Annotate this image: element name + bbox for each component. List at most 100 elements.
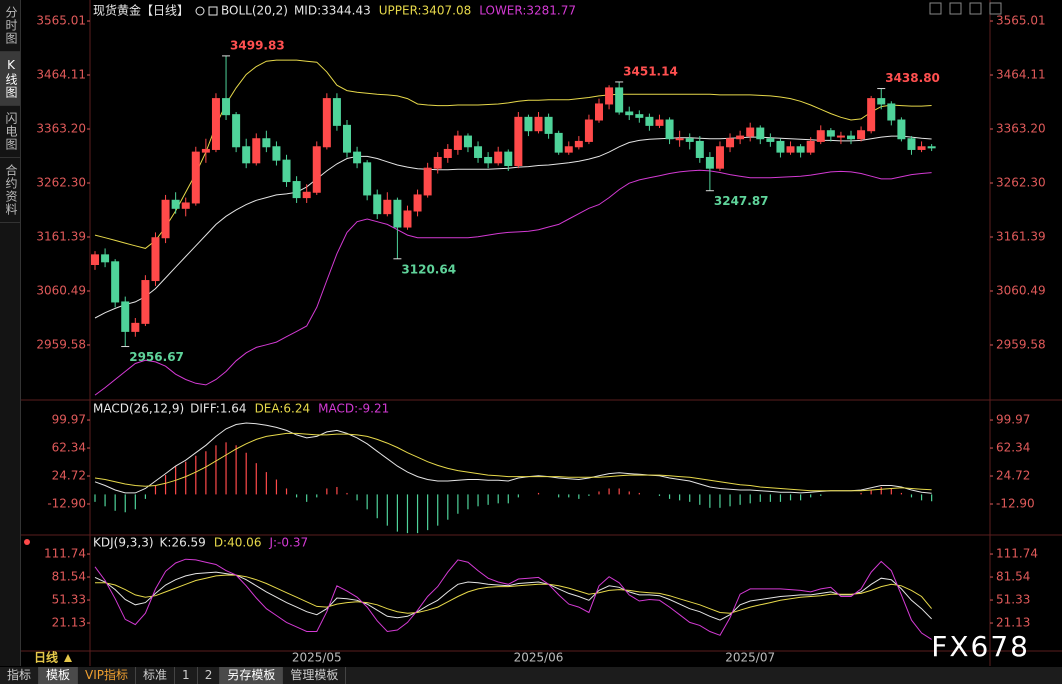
y-tick-label-right: 3464.11 [996,68,1046,82]
candle-body [363,162,372,196]
candle-body [534,116,543,132]
y-tick-label-right: 3262.30 [996,175,1046,189]
candle-body [715,146,724,169]
candle-body [816,130,825,142]
candle-body [756,127,765,140]
candle-body [897,119,906,140]
tool-icon[interactable] [949,2,962,15]
candle-body [151,237,160,282]
candle-body [877,98,886,105]
period-label[interactable]: 日线 [34,650,58,665]
panel-title: KDJ(9,3,3) [93,536,154,550]
y-tick-label: 3464.11 [36,68,86,82]
y-tick-label-right: 3363.20 [996,122,1046,136]
x-tick-label: 2025/07 [725,651,775,665]
y-tick-label-right: 51.33 [996,593,1030,607]
candle-body [433,156,442,169]
candle-body [695,140,704,158]
toolbar-button[interactable]: 1 [175,667,198,684]
candle-body [312,146,321,193]
legend-entry: MID:3344.43 [294,4,371,18]
y-tick-label-right: 111.74 [996,547,1038,561]
chart: 日线 FX678 3565.01 3565.01 3464.11 3464.11 336… [20,0,1062,666]
candle-body [665,119,674,140]
candle-body [504,151,513,166]
candle-body [766,138,775,142]
extreme-label: 3120.64 [401,262,456,276]
toolbar-button[interactable]: 2 [198,667,221,684]
candle-body [595,103,603,121]
y-tick-label-right: 3565.01 [996,14,1046,28]
candle-body [343,124,351,153]
tool-icon[interactable] [969,2,982,15]
candle-body [705,156,714,169]
tool-icon[interactable] [989,2,1002,15]
side-tab[interactable]: 合约资料 [0,158,20,223]
candle-body [736,135,745,140]
candle-body [453,135,462,150]
y-tick-label: 3161.39 [36,229,86,243]
candle-body [564,146,573,153]
candle-body [373,194,382,215]
toolbar-button[interactable]: 另存模板 [220,667,284,684]
candle-body [181,202,190,209]
candle-body [554,132,563,153]
candle-body [806,140,815,153]
candle-body [191,151,200,204]
candle-body [332,98,341,126]
candle-body [726,138,735,148]
period-arrow[interactable] [64,654,72,662]
marker-icon [24,539,30,545]
candle-body [252,138,261,164]
candle-body [524,116,533,132]
candle-body [272,146,281,161]
panel-title: MACD(26,12,9) [93,402,184,416]
tool-icon[interactable] [929,2,942,15]
candle-body [242,146,251,164]
candle-body [514,116,523,166]
candle-body [927,146,936,149]
toolbar-button[interactable]: 管理模板 [283,667,347,684]
candle-body [857,130,866,140]
candle-body [584,119,593,142]
y-tick-label: 3262.30 [36,175,86,189]
candle-body [121,301,130,332]
indicator-line [94,558,932,640]
legend-entry: J:-0.37 [268,536,308,550]
extreme-label: 3438.80 [885,71,940,85]
indicator-line [95,574,932,614]
toolbar-button[interactable]: 模板 [39,667,79,684]
legend-entry: MACD:-9.21 [318,402,389,416]
candle-body [474,146,483,158]
side-tab[interactable]: 分时图 [0,0,20,52]
toolbar-button[interactable]: 标准 [136,667,176,684]
toolbar-button[interactable]: 指标 [0,667,40,684]
candle-body [605,87,614,105]
side-tab[interactable]: K线图 [0,52,20,106]
add-icon [195,6,205,16]
candle-body [544,116,553,134]
y-tick-label: 51.33 [52,593,86,607]
candle-body [302,191,311,199]
indicator-icon [208,6,218,16]
legend-entry: LOWER:3281.77 [479,4,576,18]
sidebar: 分时图 K线图 闪电图 合约资料 [0,0,21,666]
extreme-label: 3451.14 [623,64,678,78]
extreme-label: 3499.83 [230,38,285,52]
side-tab[interactable]: 闪电图 [0,106,20,158]
y-tick-label: 99.97 [52,413,86,427]
toolbar-button[interactable]: VIP指标 [78,667,137,684]
indicator-line [94,169,932,396]
candle-body [463,135,472,148]
y-tick-label: 62.34 [52,441,86,455]
candle-body [292,181,301,199]
candle-body [282,159,291,183]
candle-body [796,146,805,153]
y-tick-label-right: 99.97 [996,413,1030,427]
y-tick-label: 3363.20 [36,122,86,136]
toolbar: 指标 模板 VIP指标 标准 1 2 另存模板 管理模板 [0,667,1062,684]
candle-body [625,111,634,116]
indicator-line [94,59,932,249]
candle-body [383,199,392,215]
y-tick-label-right: 3161.39 [996,229,1046,243]
